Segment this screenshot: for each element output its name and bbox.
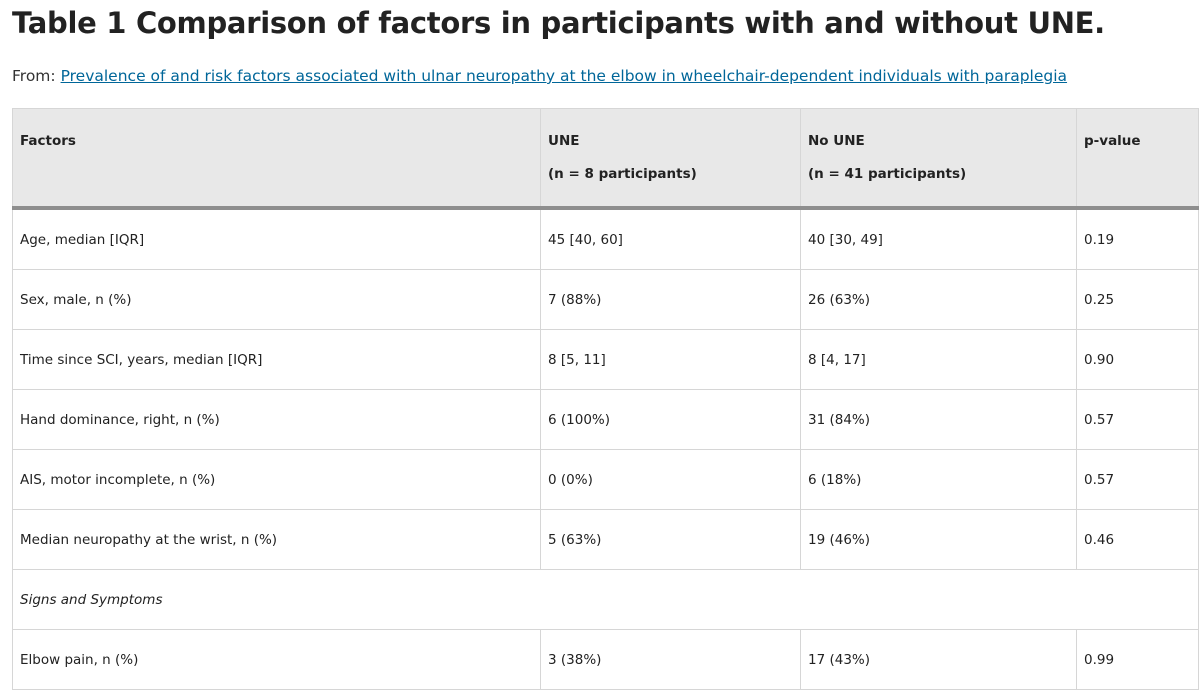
table-row: Age, median [IQR] 45 [40, 60] 40 [30, 49… bbox=[12, 208, 1199, 270]
section-row: Signs and Symptoms bbox=[12, 569, 1199, 630]
page-title: Table 1 Comparison of factors in partici… bbox=[12, 6, 1105, 40]
cell-factor: Hand dominance, right, n (%) bbox=[12, 389, 541, 450]
cell-no-une: 17 (43%) bbox=[800, 629, 1077, 690]
cell-factor: Time since SCI, years, median [IQR] bbox=[12, 329, 541, 390]
table-row: Sex, male, n (%) 7 (88%) 26 (63%) 0.25 bbox=[12, 269, 1199, 330]
header-no-une-count: (n = 41 participants) bbox=[808, 166, 967, 182]
table-row: Median neuropathy at the wrist, n (%) 5 … bbox=[12, 509, 1199, 570]
cell-no-une: 8 [4, 17] bbox=[800, 329, 1077, 390]
cell-pvalue: 0.57 bbox=[1076, 449, 1199, 510]
header-une-count: (n = 8 participants) bbox=[548, 166, 697, 182]
table-row: Time since SCI, years, median [IQR] 8 [5… bbox=[12, 329, 1199, 390]
header-factors-label: Factors bbox=[20, 133, 76, 149]
cell-pvalue: 0.99 bbox=[1076, 629, 1199, 690]
cell-no-une: 6 (18%) bbox=[800, 449, 1077, 510]
cell-factor: Age, median [IQR] bbox=[12, 208, 541, 270]
cell-pvalue: 0.19 bbox=[1076, 208, 1199, 270]
source-article-link[interactable]: Prevalence of and risk factors associate… bbox=[60, 67, 1068, 85]
cell-factor: AIS, motor incomplete, n (%) bbox=[12, 449, 541, 510]
cell-pvalue: 0.57 bbox=[1076, 389, 1199, 450]
header-une: UNE (n = 8 participants) bbox=[540, 108, 801, 210]
cell-une: 6 (100%) bbox=[540, 389, 801, 450]
header-row: Factors UNE (n = 8 participants) No UNE … bbox=[12, 108, 1199, 210]
table-body: Age, median [IQR] 45 [40, 60] 40 [30, 49… bbox=[12, 208, 1199, 690]
header-factors: Factors bbox=[12, 108, 541, 210]
table-row: AIS, motor incomplete, n (%) 0 (0%) 6 (1… bbox=[12, 449, 1199, 510]
cell-pvalue: 0.46 bbox=[1076, 509, 1199, 570]
table-row: Elbow pain, n (%) 3 (38%) 17 (43%) 0.99 bbox=[12, 629, 1199, 690]
header-no-une-label: No UNE bbox=[808, 133, 865, 149]
table-container: Factors UNE (n = 8 participants) No UNE … bbox=[12, 108, 1199, 690]
table-header: Factors UNE (n = 8 participants) No UNE … bbox=[12, 108, 1199, 210]
cell-une: 8 [5, 11] bbox=[540, 329, 801, 390]
cell-no-une: 31 (84%) bbox=[800, 389, 1077, 450]
source-line: From: Prevalence of and risk factors ass… bbox=[12, 67, 1067, 85]
cell-une: 5 (63%) bbox=[540, 509, 801, 570]
cell-factor: Median neuropathy at the wrist, n (%) bbox=[12, 509, 541, 570]
header-no-une: No UNE (n = 41 participants) bbox=[800, 108, 1077, 210]
header-pvalue-label: p-value bbox=[1084, 133, 1141, 149]
section-heading: Signs and Symptoms bbox=[12, 569, 1199, 630]
cell-une: 3 (38%) bbox=[540, 629, 801, 690]
source-prefix: From: bbox=[12, 67, 61, 85]
cell-pvalue: 0.90 bbox=[1076, 329, 1199, 390]
cell-pvalue: 0.25 bbox=[1076, 269, 1199, 330]
header-une-label: UNE bbox=[548, 133, 580, 149]
cell-no-une: 40 [30, 49] bbox=[800, 208, 1077, 270]
cell-factor: Elbow pain, n (%) bbox=[12, 629, 541, 690]
cell-une: 45 [40, 60] bbox=[540, 208, 801, 270]
cell-no-une: 19 (46%) bbox=[800, 509, 1077, 570]
table-row: Hand dominance, right, n (%) 6 (100%) 31… bbox=[12, 389, 1199, 450]
cell-factor: Sex, male, n (%) bbox=[12, 269, 541, 330]
cell-une: 0 (0%) bbox=[540, 449, 801, 510]
cell-une: 7 (88%) bbox=[540, 269, 801, 330]
comparison-table: Factors UNE (n = 8 participants) No UNE … bbox=[12, 108, 1199, 690]
header-pvalue: p-value bbox=[1076, 108, 1199, 210]
cell-no-une: 26 (63%) bbox=[800, 269, 1077, 330]
